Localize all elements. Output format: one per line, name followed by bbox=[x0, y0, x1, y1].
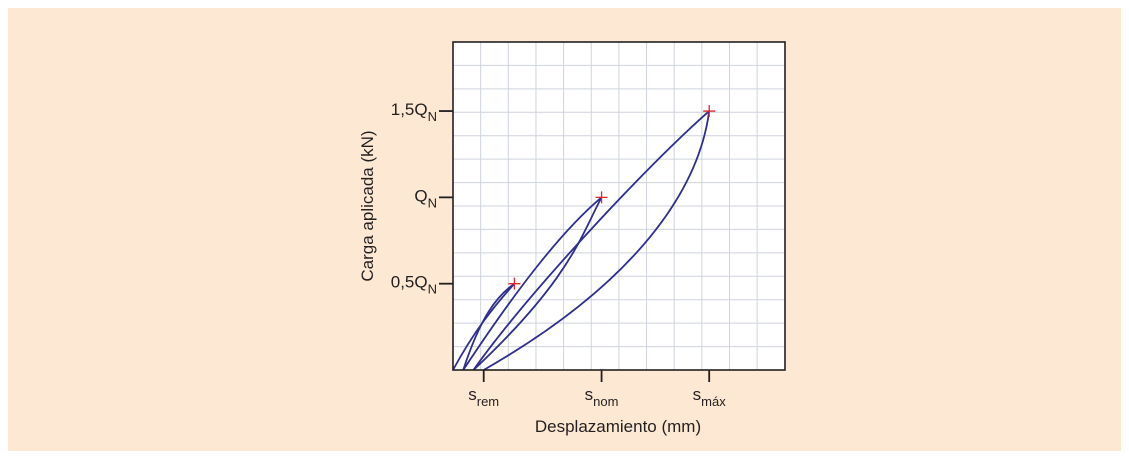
x-axis-label: Desplazamiento (mm) bbox=[535, 417, 701, 436]
load-curve bbox=[472, 196, 603, 371]
load-curve bbox=[462, 282, 515, 371]
peak-marker bbox=[508, 277, 521, 290]
x-ticks: srem snom smáx bbox=[468, 370, 726, 409]
plot-frame bbox=[452, 41, 786, 371]
peak-marker bbox=[703, 105, 716, 118]
peak-marker bbox=[595, 191, 608, 204]
tick-label: 0,5QN bbox=[391, 273, 437, 297]
curves bbox=[452, 110, 711, 371]
load-curve bbox=[483, 110, 711, 371]
tick-label: QN bbox=[414, 186, 437, 210]
load-curve bbox=[472, 110, 710, 371]
peak-markers bbox=[508, 105, 716, 290]
figure-panel: srem snom smáx 0,5QN QN 1,5QN Desplazamiento… bbox=[8, 8, 1121, 451]
tick-label: snom bbox=[585, 385, 619, 409]
tick-label: smáx bbox=[693, 385, 727, 409]
y-ticks: 0,5QN QN 1,5QN bbox=[391, 100, 453, 297]
grid bbox=[453, 42, 785, 370]
hysteresis-chart: srem snom smáx 0,5QN QN 1,5QN Desplazamiento… bbox=[358, 41, 786, 436]
load-curve bbox=[462, 196, 603, 371]
tick-label: srem bbox=[468, 385, 499, 409]
tick-label: 1,5QN bbox=[391, 100, 437, 124]
y-axis-label: Carga aplicada (kN) bbox=[358, 130, 377, 281]
